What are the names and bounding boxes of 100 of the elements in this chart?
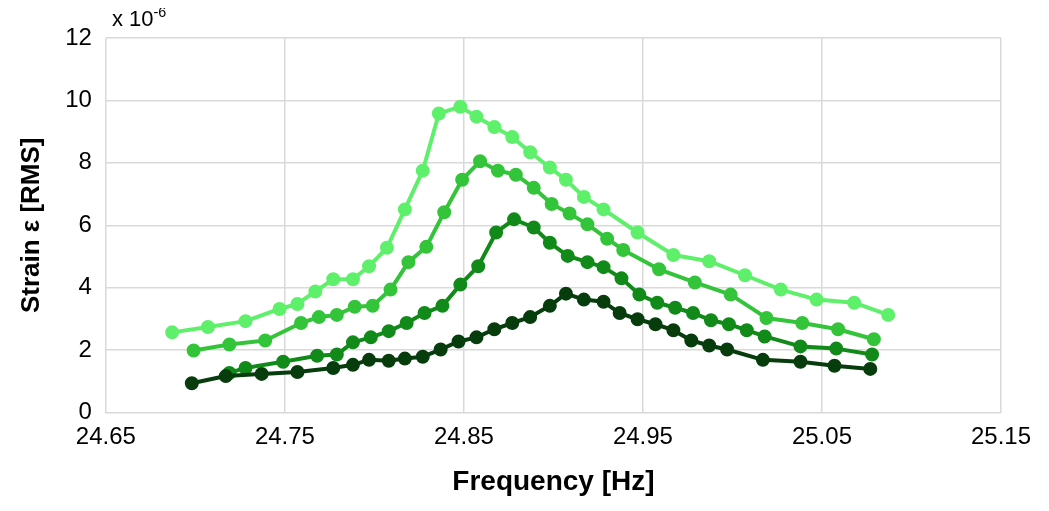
- point: [184, 376, 199, 391]
- point: [487, 119, 502, 134]
- point: [397, 351, 412, 366]
- point: [218, 369, 233, 384]
- point: [759, 311, 774, 326]
- point: [630, 312, 645, 327]
- point: [362, 259, 377, 274]
- point: [596, 202, 611, 217]
- point: [345, 272, 360, 287]
- point: [881, 307, 896, 322]
- y-tick-label: 2: [78, 334, 92, 362]
- point: [827, 358, 842, 373]
- point: [487, 322, 502, 337]
- point: [489, 225, 504, 240]
- point: [276, 354, 291, 369]
- point: [558, 286, 573, 301]
- point: [437, 205, 452, 220]
- point: [580, 217, 595, 232]
- point: [308, 284, 323, 299]
- point: [453, 99, 468, 114]
- point: [757, 329, 772, 344]
- point: [473, 154, 488, 169]
- point: [254, 366, 269, 381]
- point: [795, 316, 810, 331]
- point: [721, 317, 736, 332]
- point: [703, 313, 718, 328]
- point: [650, 295, 665, 310]
- point: [433, 342, 448, 357]
- point: [542, 298, 557, 313]
- point: [471, 259, 486, 274]
- point: [666, 247, 681, 262]
- point: [576, 189, 591, 204]
- y-tick-label: 10: [65, 85, 92, 113]
- point: [469, 330, 484, 345]
- point: [401, 255, 416, 270]
- point: [238, 360, 253, 375]
- point: [560, 248, 575, 263]
- point: [684, 333, 699, 348]
- point: [415, 349, 430, 364]
- point: [616, 242, 631, 257]
- point: [258, 333, 273, 348]
- point: [397, 202, 412, 217]
- point: [186, 343, 201, 358]
- point: [596, 294, 611, 309]
- point: [329, 307, 344, 322]
- point: [632, 287, 647, 302]
- point: [415, 163, 430, 178]
- point: [652, 262, 667, 277]
- point: [365, 298, 380, 313]
- point: [345, 357, 360, 372]
- point: [165, 325, 180, 340]
- point: [793, 339, 808, 354]
- x-tick-label: 24.95: [612, 421, 673, 449]
- point: [238, 314, 253, 329]
- x-tick-label: 24.85: [433, 421, 494, 449]
- point: [294, 316, 309, 331]
- point: [558, 172, 573, 187]
- point: [505, 316, 520, 331]
- point: [523, 310, 538, 325]
- point: [847, 295, 862, 310]
- point: [381, 324, 396, 339]
- point: [399, 316, 414, 331]
- point: [431, 106, 446, 121]
- point: [773, 282, 788, 297]
- point: [614, 271, 629, 286]
- x-tick-label: 24.75: [254, 421, 315, 449]
- point: [383, 282, 398, 297]
- point: [720, 342, 735, 357]
- y-tick-label: 12: [65, 22, 92, 50]
- point: [311, 310, 326, 325]
- point: [329, 347, 344, 362]
- point: [326, 360, 341, 375]
- point: [451, 334, 466, 349]
- y-axis-title: Strain ε [RMS]: [14, 137, 45, 314]
- x-tick-label: 25.05: [791, 421, 852, 449]
- point: [363, 330, 378, 345]
- point: [469, 109, 484, 124]
- point: [326, 272, 341, 287]
- point: [272, 301, 287, 316]
- point: [505, 129, 520, 144]
- point: [737, 268, 752, 283]
- point: [866, 332, 881, 347]
- point: [508, 167, 523, 182]
- point: [668, 300, 683, 315]
- point: [648, 317, 663, 332]
- y-tick-label: 4: [78, 272, 92, 300]
- point: [739, 323, 754, 338]
- point: [362, 352, 377, 367]
- x-axis-title: Frequency [Hz]: [452, 464, 655, 496]
- point: [310, 348, 325, 363]
- point: [723, 287, 738, 302]
- point: [419, 239, 434, 254]
- point: [863, 361, 878, 376]
- point: [755, 352, 770, 367]
- point: [490, 163, 505, 178]
- point: [702, 338, 717, 353]
- y-tick-label: 8: [78, 147, 92, 175]
- point: [523, 145, 538, 160]
- point: [455, 172, 470, 187]
- point: [580, 255, 595, 270]
